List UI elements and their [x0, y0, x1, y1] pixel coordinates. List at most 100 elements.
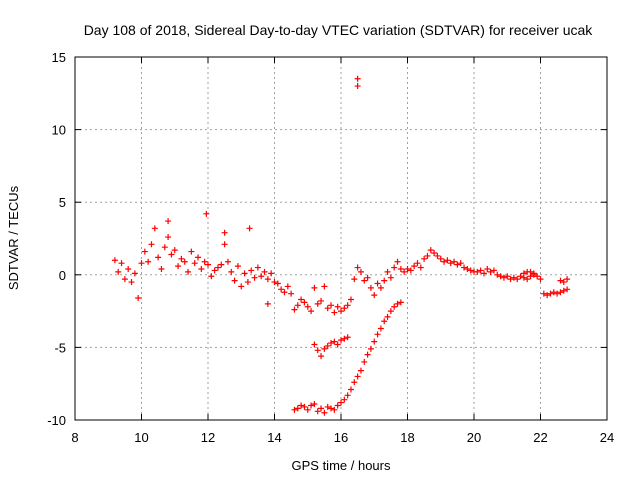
data-point — [338, 399, 344, 406]
data-point — [560, 287, 567, 294]
data-point — [165, 218, 172, 225]
data-point — [141, 248, 148, 255]
data-point — [246, 225, 253, 232]
data-point — [291, 406, 298, 413]
x-tick-label: 8 — [71, 430, 78, 445]
data-point — [454, 261, 461, 268]
data-point — [480, 270, 487, 277]
data-point — [564, 286, 571, 293]
data-point — [121, 276, 128, 283]
data-point — [484, 265, 491, 272]
data-point — [537, 276, 544, 283]
data-point — [557, 289, 564, 296]
data-point — [171, 247, 178, 254]
data-point — [544, 292, 551, 299]
data-point — [311, 401, 318, 408]
data-point — [111, 257, 118, 264]
chart-title: Day 108 of 2018, Sidereal Day-to-day VTE… — [84, 22, 594, 38]
x-tick-label: 24 — [600, 430, 614, 445]
data-point — [407, 267, 414, 274]
data-point — [304, 406, 311, 413]
data-point — [205, 261, 211, 268]
data-point — [457, 260, 464, 267]
series-upper-loop — [520, 268, 571, 299]
data-point — [214, 264, 221, 271]
series-rising-branch — [291, 299, 404, 416]
data-point — [464, 265, 471, 272]
data-point — [414, 260, 421, 267]
data-point — [203, 210, 210, 217]
data-point — [314, 408, 321, 415]
data-point — [377, 284, 384, 291]
data-point — [218, 261, 225, 268]
data-point — [391, 303, 398, 310]
y-tick-label: 0 — [59, 268, 66, 283]
data-point — [530, 270, 537, 277]
x-axis-label: GPS time / hours — [292, 458, 391, 473]
data-point — [251, 274, 258, 281]
data-point — [497, 273, 504, 280]
data-point — [397, 299, 404, 306]
data-point — [248, 267, 255, 274]
data-point — [560, 279, 567, 286]
data-point — [357, 367, 364, 374]
data-point — [311, 341, 318, 348]
data-point — [268, 270, 275, 277]
data-point — [304, 303, 311, 310]
data-point — [284, 283, 291, 290]
data-point — [514, 276, 521, 283]
data-point — [338, 308, 344, 315]
data-point — [221, 241, 228, 248]
data-point — [411, 263, 418, 270]
data-point — [364, 274, 371, 281]
data-point — [331, 406, 338, 413]
data-point — [394, 258, 401, 265]
data-point — [520, 270, 527, 277]
data-point — [461, 264, 468, 271]
data-point — [208, 273, 215, 280]
data-point — [224, 258, 231, 265]
data-point — [477, 267, 484, 274]
data-point — [311, 284, 318, 291]
data-point — [328, 405, 335, 412]
data-point — [188, 248, 195, 255]
data-point — [321, 345, 328, 352]
data-point — [178, 255, 185, 262]
data-point — [318, 405, 325, 412]
data-point — [244, 279, 251, 286]
data-point — [294, 405, 301, 412]
data-point — [331, 338, 338, 345]
data-point — [381, 318, 388, 325]
data-point — [500, 274, 507, 281]
data-point — [198, 265, 205, 272]
data-point — [344, 302, 351, 309]
data-point — [318, 353, 325, 360]
data-point — [201, 258, 208, 265]
series-scattered — [165, 210, 271, 307]
data-point — [264, 300, 271, 307]
y-axis-label: SDTVAR / TECUs — [6, 185, 21, 290]
data-point — [564, 276, 571, 283]
data-point — [241, 270, 248, 277]
data-point — [264, 276, 271, 283]
series-end-segment — [557, 276, 571, 286]
series-main — [111, 225, 537, 316]
data-point — [354, 83, 361, 90]
x-tick-label: 22 — [533, 430, 547, 445]
x-tick-label: 16 — [334, 430, 348, 445]
data-point — [374, 331, 381, 338]
data-point — [467, 267, 474, 274]
data-point — [437, 255, 444, 262]
x-tick-label: 20 — [467, 430, 481, 445]
data-point — [138, 260, 145, 267]
data-point — [354, 264, 361, 271]
y-tick-label: 10 — [52, 123, 66, 138]
y-tick-label: 5 — [59, 195, 66, 210]
x-tick-label: 10 — [134, 430, 148, 445]
data-point — [447, 260, 454, 267]
data-point — [298, 296, 305, 303]
data-point — [354, 75, 361, 82]
data-point — [341, 335, 348, 342]
data-point — [371, 338, 378, 345]
